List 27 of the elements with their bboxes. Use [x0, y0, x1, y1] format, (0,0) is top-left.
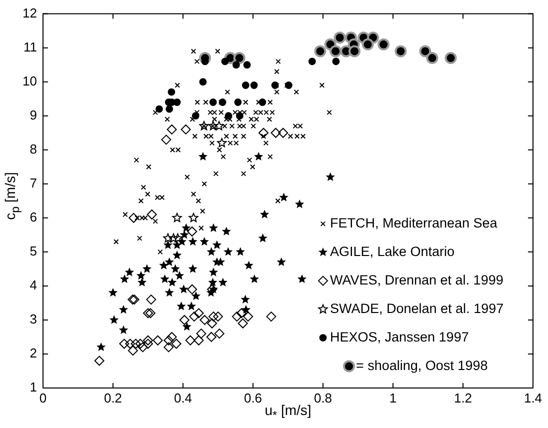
y-tick-label: 11 [24, 39, 37, 54]
x-tick-label: 0.6 [244, 390, 262, 406]
legend-label: AGILE, Lake Ontario [330, 244, 455, 260]
legend-label: FETCH, Mediterranean Sea [330, 216, 498, 231]
y-tick-label: 4 [30, 278, 37, 293]
y-tick-label: 1 [30, 380, 37, 395]
y-tick-label: 2 [30, 346, 37, 361]
y-tick-label: 8 [30, 141, 37, 156]
x-tick-label: 0.8 [314, 390, 332, 406]
y-tick-label: 9 [30, 107, 37, 122]
legend-label: = shoaling, Oost 1998 [356, 358, 488, 374]
y-tick-label: 5 [30, 244, 37, 259]
x-tick-label: 0.2 [104, 390, 122, 406]
x-tick-label: 1 [389, 390, 397, 406]
y-tick-label: 3 [30, 312, 37, 327]
legend-label: SWADE, Donelan et al. 1997 [330, 301, 504, 316]
legend-label: HEXOS, Janssen 1997 [330, 330, 469, 345]
x-tick-label: 0 [39, 390, 47, 406]
x-axis-title: u$_{*}$ [m/s] [264, 402, 312, 422]
y-tick-label: 10 [22, 73, 37, 88]
legend-label: WAVES, Drennan et al. 1999 [330, 272, 504, 288]
y-tick-label: 6 [30, 209, 37, 224]
x-tick-label: 0.4 [174, 390, 192, 406]
y-tick-label: 12 [22, 5, 37, 20]
x-tick-label: 1.4 [524, 390, 542, 406]
y-tick-label: 7 [30, 175, 37, 190]
x-tick-label: 1.2 [454, 390, 472, 406]
